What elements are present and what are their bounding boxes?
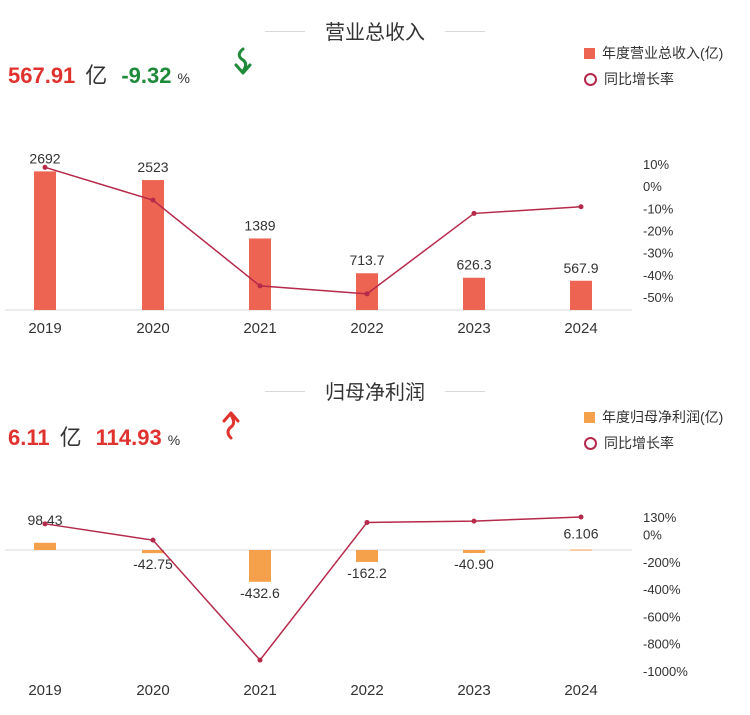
x-tick-label: 2021 [243,320,276,337]
bar [142,550,164,554]
growth-rate-line [44,166,582,295]
title-rule-left [265,31,305,32]
title-rule-right [445,391,485,392]
bar [570,280,592,310]
y-right-tick-label: 0% [643,179,662,194]
bar-data-label: 713.7 [349,252,384,268]
x-tick-label: 2023 [457,682,490,699]
bar-data-label: 626.3 [456,257,491,273]
x-tick-label: 2023 [457,320,490,337]
chart2-title: 归母净利润 [325,382,425,404]
x-tick-label: 2024 [564,320,597,337]
y-right-tick-label: 130% [643,510,677,525]
bar-data-label: -40.90 [454,556,494,572]
growth-rate-point [150,197,156,203]
legend-item-line[interactable]: 同比增长率 [584,66,723,92]
x-tick-label: 2020 [136,320,169,337]
title-rule-left [265,391,305,392]
kpi-value: 567.91 [8,63,76,88]
growth-rate-point [257,283,263,289]
x-tick-label: 2024 [564,682,597,699]
x-tick-label: 2019 [28,320,61,337]
legend-swatch-line [584,72,597,86]
kpi-value: 6.11 [8,425,50,450]
bar-data-label: -42.75 [133,556,173,572]
growth-rate-point [257,657,263,663]
y-right-tick-label: 0% [643,528,662,543]
bar [34,542,56,550]
kpi-change-unit: % [167,432,181,448]
arrow-up-icon [222,411,240,440]
arrow-down-icon [234,47,252,75]
chart1-plot: 2692 2523 1389 713.7 626.3 567.9 2019 2020 2021 2… [5,150,674,337]
y-right-tick-label: -1000% [643,664,688,679]
bar [356,550,378,562]
bar-data-label: -432.6 [240,585,280,601]
chart2-legend: 年度归母净利润(亿) 同比增长率 [584,404,723,456]
bar [570,549,592,551]
y-right-tick-label: -20% [643,224,674,239]
x-tick-label: 2019 [28,682,61,699]
growth-rate-point [364,291,370,297]
y-right-tick-label: -600% [643,609,681,624]
bar-data-label: -162.2 [347,565,387,581]
y-right-tick-label: -40% [643,268,674,283]
growth-rate-point [578,204,584,210]
growth-rate-point [578,514,584,520]
chart1-title: 营业总收入 [325,22,425,44]
chart2-plot: 98.43 -42.75 -432.6 -162.2 -40.90 6.106 2019 20… [5,510,688,699]
x-tick-label: 2022 [350,682,383,699]
y-right-tick-label: -10% [643,201,674,216]
kpi-change: -9.32 [121,63,172,88]
legend-item-line[interactable]: 同比增长率 [584,430,723,456]
bar [249,238,271,310]
legend-label: 同比增长率 [604,71,674,87]
legend-item-bar[interactable]: 年度归母净利润(亿) [584,404,723,430]
y-right-tick-label: -400% [643,582,681,597]
growth-rate-point [364,519,370,525]
bar-data-label: 2692 [29,150,60,166]
kpi-change: 114.93 [95,425,162,450]
chart2-kpi: 6.11 亿 114.93% [8,420,180,452]
legend-label: 年度营业总收入(亿) [602,45,724,61]
bar [249,550,271,582]
growth-rate-point [150,537,156,543]
kpi-unit: 亿 [59,425,82,450]
x-tick-label: 2020 [136,682,169,699]
growth-rate-point [471,210,477,216]
y-right-tick-label: -50% [643,290,674,305]
legend-swatch-line [584,436,597,450]
bar-data-label: 2523 [137,159,168,175]
bar-data-label: 6.106 [563,526,598,542]
title-rule-right [445,31,485,32]
growth-rate-point [42,521,48,527]
chart1-legend: 年度营业总收入(亿) 同比增长率 [584,40,723,92]
legend-swatch-bar [584,47,595,59]
legend-swatch-bar [584,411,595,423]
x-tick-label: 2021 [243,682,276,699]
y-right-tick-label: 10% [643,157,669,172]
x-tick-label: 2022 [350,320,383,337]
bar-data-label: 1389 [244,217,275,233]
legend-label: 同比增长率 [604,435,674,451]
bar [463,277,485,310]
bar [34,171,56,310]
chart1-kpi: 567.91 亿 -9.32% [8,58,190,90]
bar [463,550,485,554]
legend-item-bar[interactable]: 年度营业总收入(亿) [584,40,723,66]
y-right-tick-label: -200% [643,555,681,570]
y-right-tick-label: -30% [643,246,674,261]
bar-data-label: 567.9 [563,260,598,276]
kpi-change-unit: % [177,70,190,86]
bar-data-label: 98.43 [27,512,62,528]
legend-label: 年度归母净利润(亿) [602,409,724,425]
y-right-tick-label: -800% [643,637,681,652]
bar [142,180,164,310]
growth-rate-point [471,518,477,524]
growth-rate-line [44,516,582,662]
kpi-unit: 亿 [85,63,108,88]
growth-rate-point [42,164,48,170]
